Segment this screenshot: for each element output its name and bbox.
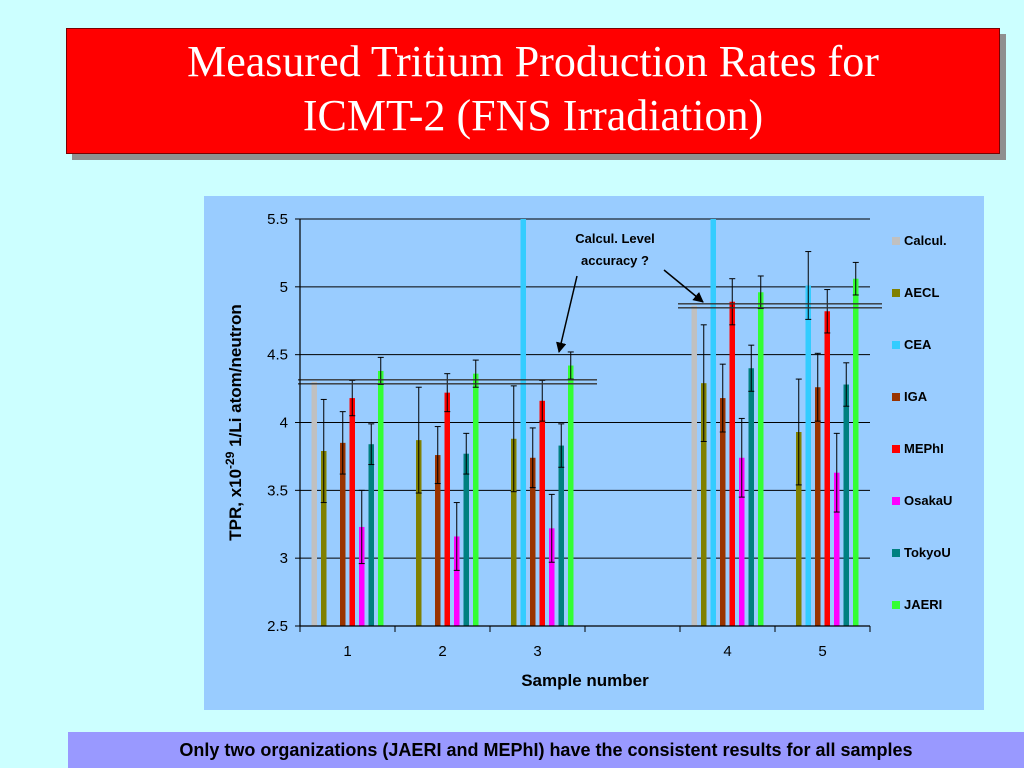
page-title: Measured Tritium Production Rates for IC… — [67, 35, 999, 143]
bar-tokyou-sample-3 — [558, 445, 564, 626]
legend-swatch-jaeri — [892, 601, 900, 609]
bar-jaeri-sample-4 — [758, 292, 764, 626]
bar-tokyou-sample-1 — [368, 444, 374, 626]
legend-label-calcul: Calcul. — [904, 233, 947, 248]
legend-label-aecl: AECL — [904, 285, 939, 300]
title-line-1: Measured Tritium Production Rates for — [187, 37, 879, 86]
legend-label-tokyou: TokyoU — [904, 545, 951, 560]
bar-tokyou-sample-5 — [843, 384, 849, 626]
bar-calcul-sample-4 — [691, 305, 697, 626]
bar-cea-sample-3 — [520, 219, 526, 626]
annotation-line-1: Calcul. Level — [575, 231, 654, 246]
legend-label-iga: IGA — [904, 389, 928, 404]
bar-tokyou-sample-2 — [463, 453, 469, 626]
bar-jaeri-sample-5 — [853, 278, 859, 626]
chart-panel: 2.5 3 3.5 4 4.5 5 5.5 1 2 3 4 5 Sample number TPR, x1… — [204, 196, 984, 710]
y-tick-label: 3 — [280, 550, 288, 567]
y-tick-label: 5 — [280, 279, 288, 296]
bar-iga-sample-4 — [720, 398, 726, 626]
bar-cea-sample-5 — [805, 285, 811, 626]
y-tick-label: 3.5 — [267, 482, 288, 499]
legend-swatch-mephi — [892, 445, 900, 453]
y-tick-label: 4 — [280, 415, 288, 432]
x-axis-title: Sample number — [521, 671, 649, 690]
bar-iga-sample-5 — [815, 387, 821, 626]
bar-mephi-sample-2 — [444, 392, 450, 626]
bar-iga-sample-2 — [435, 455, 441, 626]
bar-aecl-sample-3 — [511, 438, 517, 626]
bar-mephi-sample-1 — [349, 398, 355, 626]
bar-jaeri-sample-2 — [473, 373, 479, 626]
bar-mephi-sample-4 — [729, 301, 735, 626]
bar-osakau-sample-5 — [834, 472, 840, 626]
bar-aecl-sample-2 — [416, 440, 422, 626]
x-tick-label: 5 — [818, 643, 826, 660]
title-box: Measured Tritium Production Rates for IC… — [66, 28, 1000, 154]
legend-label-jaeri: JAERI — [904, 597, 942, 612]
footer-text: Only two organizations (JAERI and MEPhI)… — [179, 740, 913, 760]
x-tick-label: 2 — [438, 643, 446, 660]
bar-aecl-sample-1 — [321, 450, 327, 626]
legend-swatch-tokyou — [892, 549, 900, 557]
y-tick-label: 2.5 — [267, 618, 288, 635]
x-tick-label: 1 — [343, 643, 351, 660]
bar-cea-sample-4 — [710, 219, 716, 626]
legend-label-cea: CEA — [904, 337, 932, 352]
y-tick-label: 4.5 — [267, 347, 288, 364]
legend-swatch-cea — [892, 341, 900, 349]
bar-osakau-sample-4 — [739, 457, 745, 626]
bar-jaeri-sample-1 — [378, 370, 384, 626]
legend-swatch-iga — [892, 393, 900, 401]
footer-bar: Only two organizations (JAERI and MEPhI)… — [68, 732, 1024, 768]
bar-mephi-sample-5 — [824, 311, 830, 626]
annotation-line-2: accuracy ? — [581, 253, 649, 268]
legend-swatch-aecl — [892, 289, 900, 297]
annotation-arrow — [663, 269, 704, 303]
bar-jaeri-sample-3 — [568, 365, 574, 626]
x-tick-label: 4 — [723, 643, 731, 660]
title-line-2: ICMT-2 (FNS Irradiation) — [302, 91, 764, 140]
bar-aecl-sample-4 — [701, 383, 707, 626]
legend-swatch-calcul — [892, 237, 900, 245]
bar-iga-sample-1 — [340, 442, 346, 626]
annotation-arrow — [556, 275, 578, 354]
bar-aecl-sample-5 — [796, 431, 802, 626]
bar-calcul-sample-1 — [311, 381, 317, 626]
bar-osakau-sample-3 — [549, 528, 555, 626]
y-tick-label: 5.5 — [267, 211, 288, 228]
legend-swatch-osakau — [892, 497, 900, 505]
legend-label-mephi: MEPhI — [904, 441, 944, 456]
bar-osakau-sample-1 — [359, 526, 365, 626]
bar-tokyou-sample-4 — [748, 368, 754, 626]
tpr-chart: 2.5 3 3.5 4 4.5 5 5.5 1 2 3 4 5 Sample number TPR, x1… — [223, 211, 952, 690]
y-axis-title: TPR, x10-29 1/Li atom/neutron — [223, 304, 245, 541]
bar-osakau-sample-2 — [454, 536, 460, 626]
bar-mephi-sample-3 — [539, 400, 545, 626]
bar-iga-sample-3 — [530, 457, 536, 626]
legend-label-osakau: OsakaU — [904, 493, 952, 508]
x-tick-label: 3 — [533, 643, 541, 660]
